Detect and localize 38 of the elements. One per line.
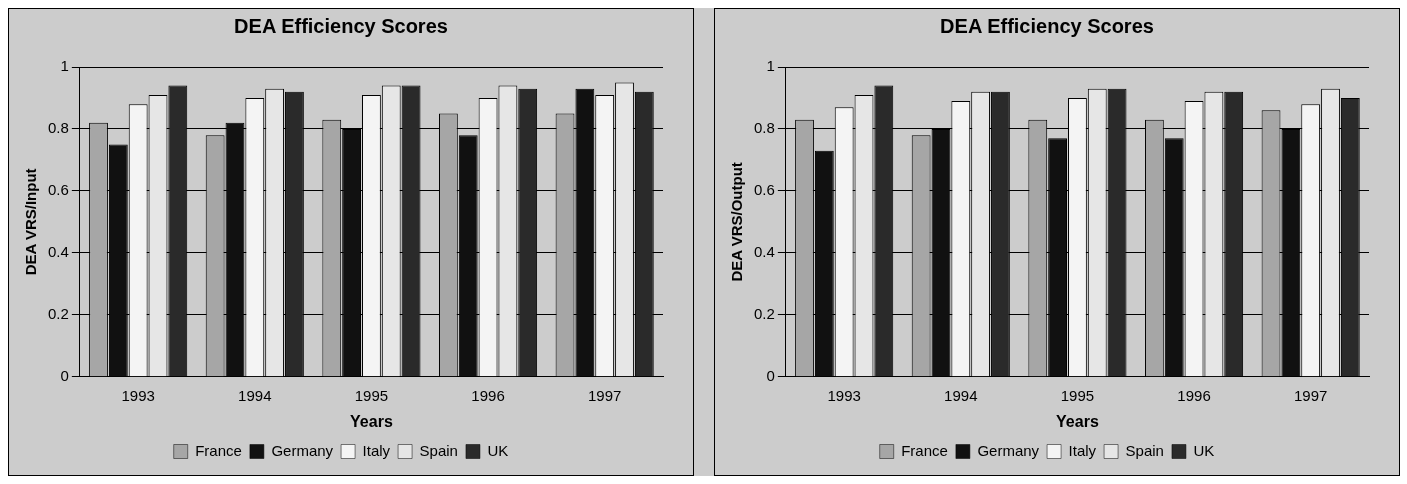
x-axis-title: Years [1056,412,1099,430]
legend-label: UK [1193,441,1215,459]
chart-title: DEA Efficiency Scores [234,14,448,37]
y-tick-label: 0.2 [753,304,775,322]
x-tick-label: 1996 [471,386,505,404]
legend-label: Italy [1068,441,1097,459]
x-tick-label: 1994 [944,386,978,404]
x-tick-label: 1994 [238,386,272,404]
legend-label: Italy [362,441,391,459]
legend-label: France [195,441,242,459]
x-axis-title: Years [350,412,393,430]
legend-label: Germany [977,441,1040,459]
y-tick-label: 0 [60,366,69,384]
x-tick-label: 1996 [1177,386,1211,404]
y-axis-title: DEA VRS/Output [728,162,746,282]
legend-label: UK [487,441,509,459]
x-tick-label: 1993 [121,386,155,404]
y-tick-label: 0.8 [47,119,69,137]
legend-label: Germany [271,441,334,459]
y-tick-label: 1 [766,57,775,75]
y-tick-label: 0.4 [753,243,775,261]
legend-label: Spain [419,441,458,459]
y-tick-label: 0.2 [47,304,69,322]
y-axis-title: DEA VRS/Input [22,168,40,276]
x-tick-label: 1997 [1294,386,1328,404]
x-tick-label: 1997 [588,386,622,404]
y-tick-label: 0.6 [47,181,69,199]
y-tick-label: 0.6 [753,181,775,199]
y-tick-label: 0 [766,366,775,384]
y-tick-label: 0.4 [47,243,69,261]
chart-title: DEA Efficiency Scores [940,14,1154,37]
y-tick-label: 0.8 [753,119,775,137]
x-tick-label: 1993 [827,386,861,404]
legend-label: France [901,441,948,459]
y-tick-label: 1 [60,57,69,75]
x-tick-label: 1995 [354,386,389,404]
x-tick-label: 1995 [1060,386,1095,404]
legend-label: Spain [1125,441,1164,459]
